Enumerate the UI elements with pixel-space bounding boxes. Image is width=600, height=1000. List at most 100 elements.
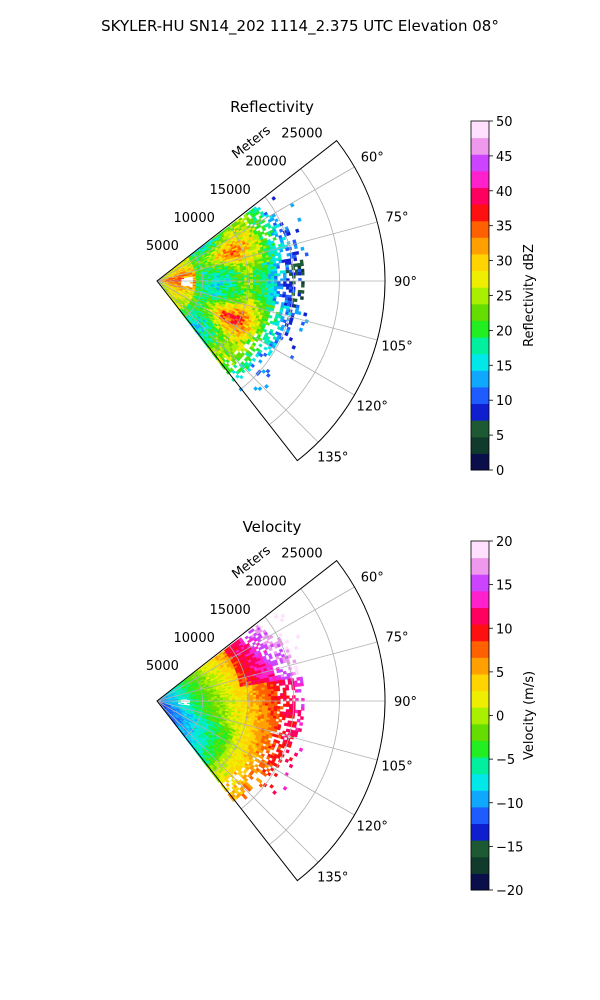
radar-gate: [272, 236, 277, 241]
colorbar-segment: [471, 303, 489, 321]
colorbar-tick-label: 40: [496, 185, 513, 200]
radar-gate: [287, 261, 292, 265]
radar-gate: [258, 274, 263, 278]
radar-gate: [266, 351, 272, 357]
radar-field: [156, 196, 309, 392]
range-ring: [184, 252, 203, 318]
radar-gate: [252, 274, 257, 278]
radar-gate: [297, 289, 302, 294]
colorbar-segment: [471, 386, 489, 405]
radar-gate: [268, 281, 272, 284]
radar-gate: [243, 275, 248, 278]
radar-gate: [255, 272, 260, 276]
radar-gate: [282, 270, 287, 274]
radar-gate: [258, 343, 263, 348]
range-ring: [212, 224, 249, 354]
radar-gate: [262, 281, 266, 284]
radar-gate: [261, 227, 267, 232]
radar-gate: [271, 196, 277, 201]
theta-tick-label: 120°: [357, 399, 388, 414]
colorbar-tick-label: 10: [496, 394, 513, 409]
radial-tick-label: 5000: [146, 239, 179, 254]
radar-gate: [228, 277, 233, 280]
radar-gate: [276, 265, 280, 269]
radar-gate: [262, 328, 268, 333]
radar-gate: [288, 269, 293, 274]
radar-gate: [261, 369, 267, 374]
radar-gate: [279, 270, 284, 274]
radar-gate: [270, 273, 275, 277]
radar-gate: [288, 272, 293, 276]
radar-gate: [264, 287, 269, 291]
radial-tick-label: 15000: [209, 183, 250, 198]
radar-gate: [235, 374, 240, 379]
radar-gate: [278, 228, 284, 233]
radar-gate: [297, 265, 302, 270]
radar-gate: [300, 290, 305, 294]
radar-gate: [240, 275, 245, 278]
radar-gate: [243, 277, 248, 280]
radar-gate: [283, 283, 287, 287]
radar-gate: [180, 698, 185, 700]
radar-gate: [297, 268, 302, 273]
theta-tick-label: 90°: [394, 275, 417, 290]
radar-gate: [276, 273, 281, 277]
radar-gate: [273, 273, 278, 277]
radar-gate: [177, 702, 182, 704]
radar-gate: [283, 275, 287, 279]
radar-gate: [256, 281, 260, 284]
colorbar-segment: [471, 220, 489, 238]
radar-gate: [239, 374, 244, 380]
radar-gate: [258, 359, 263, 364]
radar-gate: [250, 281, 254, 284]
radar-gate: [233, 364, 238, 369]
radar-gate: [281, 236, 287, 241]
radar-gate: [256, 206, 262, 212]
radar-gate: [270, 271, 275, 275]
colorbar-tick-label: 50: [496, 115, 513, 130]
theta-tick-label: 60°: [361, 151, 384, 166]
radar-gate: [267, 285, 272, 289]
radar-gate: [270, 268, 275, 272]
colorbar-tick-label: 15: [496, 359, 513, 374]
radar-gate: [282, 272, 287, 277]
radar-gate: [183, 276, 188, 278]
radar-gate: [246, 277, 251, 280]
radar-gate: [249, 282, 254, 286]
radar-gate: [298, 327, 304, 332]
radar-gate: [279, 293, 283, 298]
radar-gate: [180, 277, 185, 280]
radar-gate: [231, 377, 236, 383]
azimuth-spoke: [156, 280, 319, 443]
radar-gate: [177, 699, 182, 701]
radar-gate: [276, 293, 280, 297]
radar-gate: [263, 346, 268, 351]
radar-gate: [186, 702, 191, 705]
radar-gate: [257, 386, 263, 392]
radar-gate: [282, 319, 287, 324]
panel-title: Reflectivity: [230, 98, 314, 116]
colorbar-segment: [471, 403, 489, 421]
radar-gate: [300, 296, 304, 300]
colorbar-segment: [471, 287, 489, 305]
radar-gate: [240, 277, 245, 280]
colorbar-segment: [471, 353, 489, 371]
range-ring: [240, 196, 295, 390]
radar-gate: [285, 264, 289, 268]
radar-gate: [258, 353, 264, 358]
radar-gate: [252, 282, 257, 286]
radar-gate: [236, 357, 241, 362]
radar-gate: [183, 698, 188, 700]
radar-gate: [297, 292, 302, 297]
radar-gate: [297, 262, 301, 267]
panel-reflectivity: Reflectivity60°75°90°105°120°135°5000100…: [146, 98, 537, 479]
radar-gate: [238, 387, 244, 392]
radar-gate: [284, 331, 289, 337]
radar-gate: [265, 281, 269, 284]
colorbar-segment: [471, 137, 489, 155]
figure-title: SKYLER-HU SN14_202 1114_2.375 UTC Elevat…: [101, 17, 499, 36]
radar-gate: [293, 245, 298, 250]
colorbar-segment: [471, 370, 489, 388]
radar-gate: [237, 277, 242, 280]
